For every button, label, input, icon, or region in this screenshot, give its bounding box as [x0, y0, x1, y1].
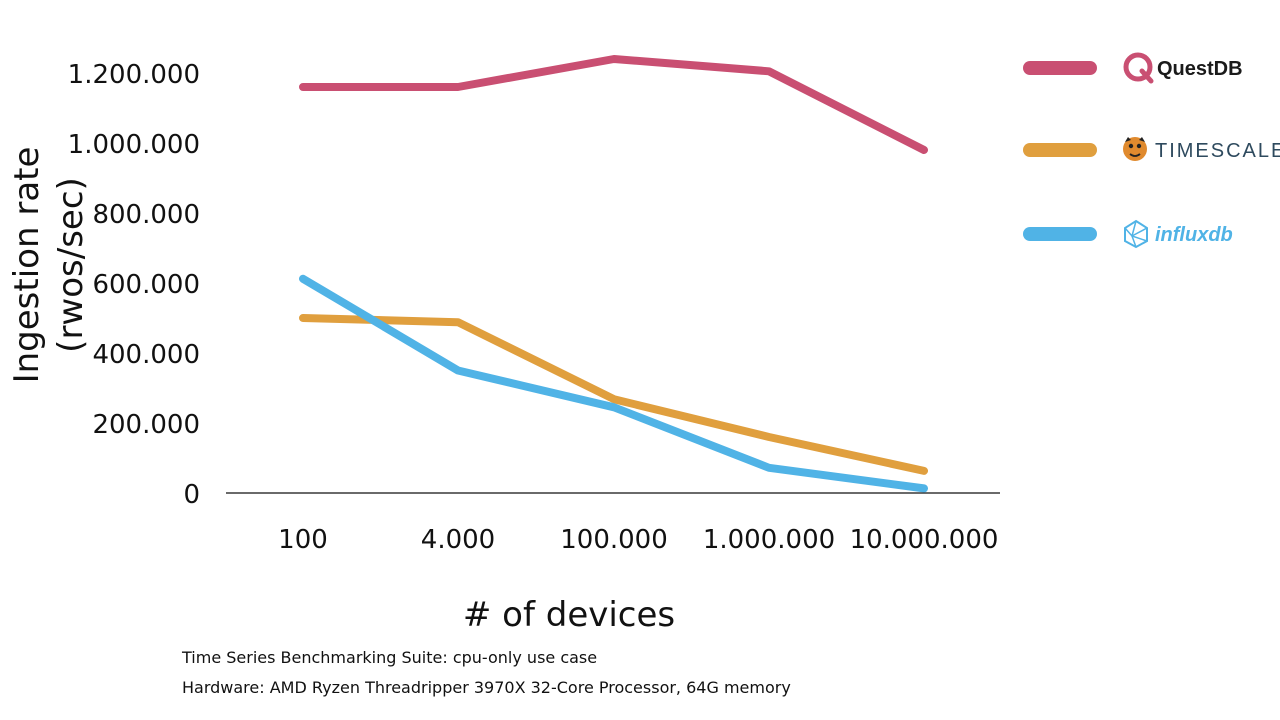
y-tick-label: 600.000 — [92, 270, 200, 300]
series-line-influxdb — [299, 274, 928, 493]
y-tick-label: 1.000.000 — [68, 130, 200, 160]
series-line-timescale — [299, 314, 928, 475]
y-tick-label: 1.200.000 — [68, 60, 200, 90]
x-tick-label: 1.000.000 — [703, 525, 835, 555]
series-lines — [299, 55, 928, 493]
influxdb-logo-icon — [1124, 219, 1148, 249]
y-tick-label: 800.000 — [92, 200, 200, 230]
legend-label-questdb: QuestDB — [1157, 58, 1243, 80]
x-tick-label: 100 — [278, 525, 328, 555]
footnote-benchmark: Time Series Benchmarking Suite: cpu-only… — [182, 648, 598, 667]
questdb-logo-icon — [1123, 52, 1154, 84]
x-tick-label: 100.000 — [560, 525, 668, 555]
legend-label-influxdb: influxdb — [1155, 224, 1233, 246]
y-tick-label: 200.000 — [92, 410, 200, 440]
legend: QuestDB TIMESCALE influxdb — [1023, 52, 1280, 249]
y-axis-label: Ingestion rate (rwos/sec) — [7, 147, 91, 384]
x-tick-label: 10.000.000 — [850, 525, 999, 555]
x-axis-ticks: 100 4.000 100.000 1.000.000 10.000.000 — [278, 525, 998, 555]
y-tick-label: 0 — [183, 480, 200, 510]
y-tick-label: 400.000 — [92, 340, 200, 370]
series-line-questdb — [299, 55, 928, 154]
footnote-hardware: Hardware: AMD Ryzen Threadripper 3970X 3… — [182, 678, 791, 697]
timescale-tiger-logo-icon — [1123, 137, 1147, 161]
y-axis-label-line2: (rwos/sec) — [51, 177, 91, 353]
y-axis-label-line1: Ingestion rate — [7, 147, 47, 384]
x-axis-label: # of devices — [463, 595, 675, 635]
y-axis-ticks: 0 200.000 400.000 600.000 800.000 1.000.000 1.… — [68, 60, 200, 510]
x-tick-label: 4.000 — [421, 525, 495, 555]
legend-label-timescale: TIMESCALE — [1155, 140, 1280, 162]
